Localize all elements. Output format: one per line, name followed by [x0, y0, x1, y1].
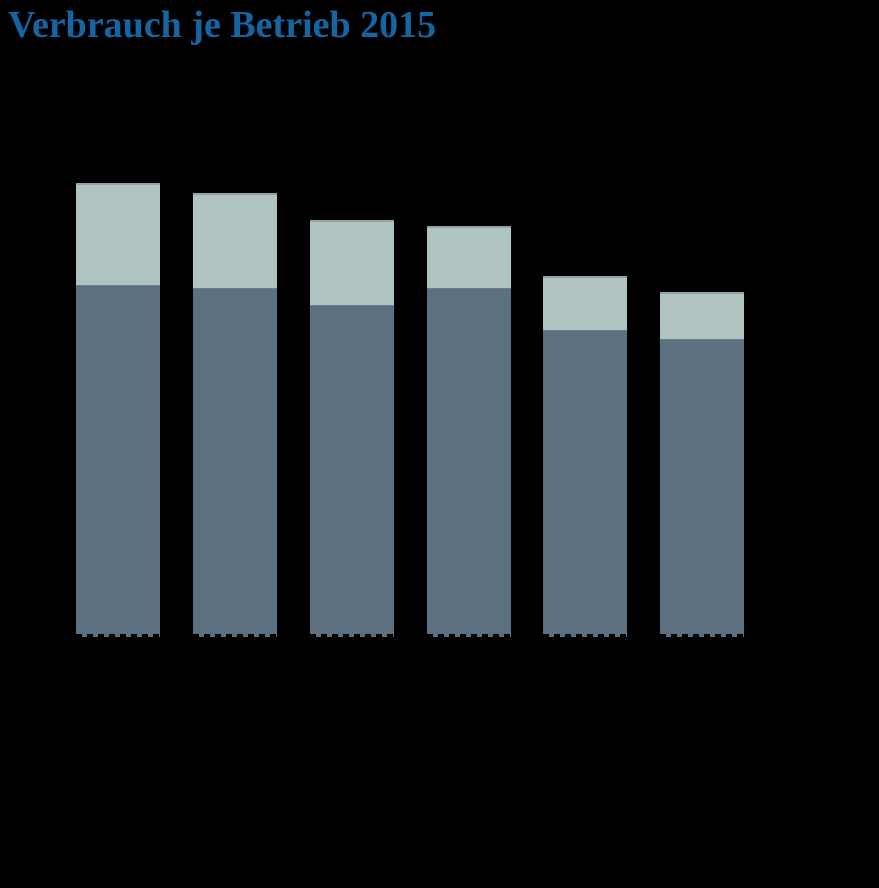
bar-6: [660, 292, 744, 639]
chart-title: Verbrauch je Betrieb 2015: [8, 4, 437, 46]
bar-1: [76, 183, 160, 639]
axis-break-dashes: [660, 634, 744, 639]
bar-6-lower-segment: [660, 339, 744, 637]
bar-5-upper-segment: [543, 276, 627, 330]
bar-3: [310, 220, 394, 639]
axis-break-dashes: [310, 634, 394, 639]
bar-3-upper-segment: [310, 220, 394, 305]
axis-break-dashes: [193, 634, 277, 639]
axis-break-dashes: [543, 634, 627, 639]
axis-break-dashes: [76, 634, 160, 639]
bar-1-lower-segment: [76, 285, 160, 637]
bar-1-upper-segment: [76, 183, 160, 285]
bar-2-upper-segment: [193, 193, 277, 288]
bar-4: [427, 226, 511, 639]
bar-6-upper-segment: [660, 292, 744, 339]
bar-4-lower-segment: [427, 288, 511, 637]
bar-2: [193, 193, 277, 639]
axis-break-dashes: [427, 634, 511, 639]
bar-3-lower-segment: [310, 305, 394, 637]
bar-2-lower-segment: [193, 288, 277, 637]
bar-4-upper-segment: [427, 226, 511, 288]
bar-5-lower-segment: [543, 330, 627, 637]
bar-5: [543, 276, 627, 639]
